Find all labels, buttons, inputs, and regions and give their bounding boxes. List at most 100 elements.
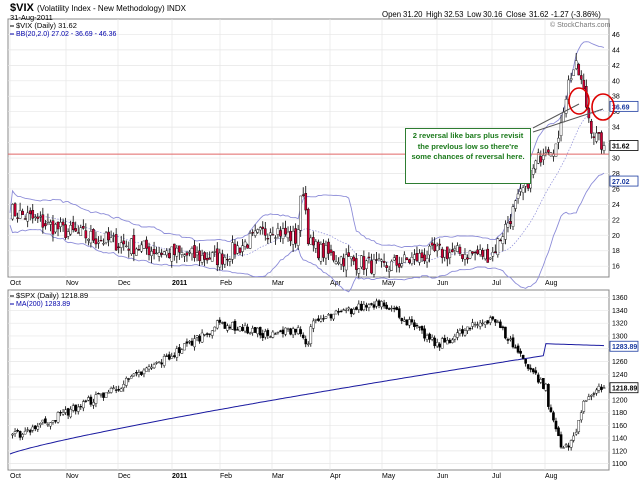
spx-candle-body bbox=[451, 339, 454, 343]
vix-candle-body bbox=[160, 252, 163, 255]
spx-x-tick-label: Apr bbox=[330, 473, 342, 480]
spx-candle-body bbox=[577, 420, 581, 432]
vix-candle-body bbox=[223, 256, 227, 265]
spx-candle-body bbox=[499, 321, 502, 328]
spx-candle-body bbox=[403, 319, 406, 322]
spx-candle-body bbox=[296, 327, 300, 335]
spx-candle-body bbox=[89, 396, 93, 405]
spx-candle-body bbox=[456, 332, 459, 338]
vix-y-tick-label: 38 bbox=[612, 94, 620, 101]
vix-candle-body bbox=[215, 248, 219, 266]
vix-candle-body bbox=[165, 250, 169, 256]
close-value: 31.62 bbox=[529, 10, 549, 19]
spx-candle-body bbox=[557, 427, 560, 437]
spx-candle-body bbox=[84, 400, 88, 402]
spx-candle-body bbox=[382, 302, 386, 307]
vix-candle-body bbox=[102, 243, 105, 245]
vix-candle-body bbox=[365, 260, 368, 269]
vix-candle-body bbox=[193, 245, 196, 258]
vix-candle-body bbox=[342, 258, 345, 267]
close-label: Close bbox=[506, 10, 526, 19]
vix-y-tick-label: 24 bbox=[612, 202, 620, 209]
spx-candle-body bbox=[26, 429, 29, 431]
spx-candle-body bbox=[82, 401, 85, 409]
spx-x-tick-label: Jun bbox=[437, 473, 448, 480]
spx-candle-body bbox=[157, 361, 161, 363]
spx-candle-body bbox=[317, 318, 320, 321]
spx-candle-body bbox=[430, 336, 434, 340]
spx-candle-body bbox=[370, 303, 373, 305]
annotation-pointer-2 bbox=[532, 108, 604, 133]
vix-candle-body bbox=[208, 257, 211, 260]
vix-candle-body bbox=[124, 245, 128, 248]
value-label-box bbox=[609, 382, 639, 394]
spx-candle-body bbox=[602, 387, 606, 389]
spx-y-tick-label: 1160 bbox=[612, 423, 627, 430]
spx-candle-body bbox=[294, 328, 297, 333]
spx-candle-body bbox=[170, 356, 174, 359]
vix-y-tick-label: 18 bbox=[612, 248, 620, 255]
vix-candle-body bbox=[258, 227, 262, 231]
vix-candle-body bbox=[542, 155, 545, 160]
spx-candle-body bbox=[11, 433, 14, 436]
vix-candle-body bbox=[382, 260, 386, 263]
reversal-circle-1 bbox=[568, 87, 590, 115]
vix-y-tick-label: 40 bbox=[612, 78, 620, 85]
vix-candle-body bbox=[132, 235, 136, 254]
vix-candle-body bbox=[291, 230, 295, 245]
vix-candle-body bbox=[279, 230, 282, 237]
vix-x-tick-label: Dec bbox=[118, 280, 131, 287]
spx-x-tick-label: Aug bbox=[545, 473, 558, 480]
low-label: Low bbox=[467, 10, 482, 19]
spx-y-tick-label: 1340 bbox=[612, 308, 628, 315]
vix-y-tick-label: 28 bbox=[612, 171, 620, 178]
spx-candle-body bbox=[519, 350, 522, 354]
spx-candle-body bbox=[491, 316, 495, 320]
vix-candle-body bbox=[180, 252, 184, 255]
spx-candle-body bbox=[332, 313, 335, 320]
vix-candle-body bbox=[395, 255, 399, 266]
vix-y-tick-label: 36 bbox=[612, 109, 620, 116]
vix-candle-body bbox=[590, 120, 593, 134]
spx-candle-body bbox=[501, 326, 505, 329]
vix-candle-body bbox=[456, 245, 459, 252]
spx-candle-body bbox=[246, 326, 249, 334]
spx-candle-body bbox=[23, 430, 27, 435]
spx-candle-body bbox=[428, 333, 431, 340]
spx-x-tick-label: Jul bbox=[492, 473, 501, 480]
spx-candle-body bbox=[130, 376, 133, 379]
spx-candle-body bbox=[178, 347, 181, 353]
spx-candle-body bbox=[405, 319, 409, 326]
spx-candle-body bbox=[284, 327, 287, 335]
vix-candle-body bbox=[562, 112, 565, 123]
vix-candle-body bbox=[600, 132, 603, 150]
vix-y-tick-label: 20 bbox=[612, 233, 620, 240]
vix-candle-body bbox=[185, 252, 189, 256]
spx-candle-body bbox=[547, 384, 550, 407]
vix-candle-body bbox=[304, 192, 308, 211]
vix-candle-body bbox=[150, 251, 153, 256]
vix-candle-body bbox=[370, 260, 373, 274]
vix-candle-body bbox=[367, 256, 371, 259]
vix-candle-body bbox=[536, 152, 540, 164]
spx-candle-body bbox=[410, 319, 414, 323]
vix-y-tick-label: 34 bbox=[612, 125, 620, 132]
spx-candle-body bbox=[468, 328, 472, 330]
spx-candle-body bbox=[592, 393, 596, 395]
vix-candle-body bbox=[572, 69, 575, 76]
vix-candle-body bbox=[577, 64, 581, 76]
spx-candle-body bbox=[516, 345, 520, 353]
vix-candle-body bbox=[238, 247, 242, 253]
spx-candle-body bbox=[312, 320, 315, 329]
spx-candle-body bbox=[582, 400, 586, 412]
vix-x-tick-label: Apr bbox=[330, 280, 342, 287]
vix-candle-body bbox=[243, 241, 247, 247]
spx-candle-body bbox=[175, 348, 179, 358]
vix-candle-body bbox=[233, 243, 237, 255]
spx-candle-body bbox=[488, 317, 492, 323]
vix-candle-body bbox=[172, 243, 176, 255]
spx-legend-ma: MA(200) 1283.89 bbox=[16, 301, 70, 308]
value-label: 1283.89 bbox=[612, 344, 637, 351]
vix-candle-body bbox=[397, 263, 401, 268]
vix-candle-body bbox=[496, 238, 500, 256]
